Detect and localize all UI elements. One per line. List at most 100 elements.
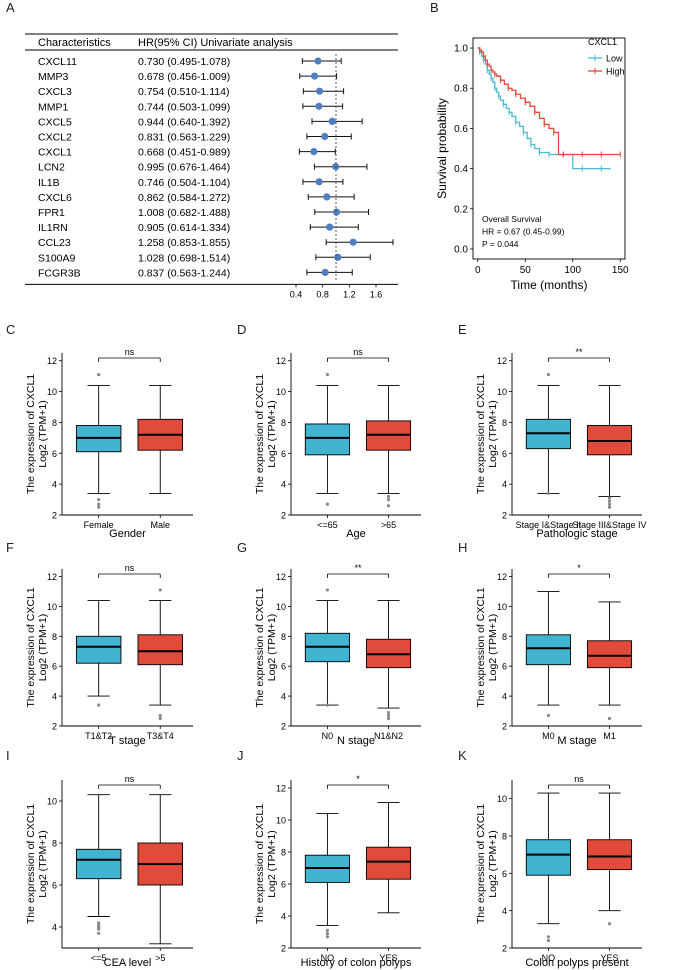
box-g-y-tick-label: 4 — [281, 692, 286, 702]
box-g-sig-label: ** — [354, 563, 362, 573]
box-h-y-tick-label: 8 — [502, 632, 507, 642]
box-c-x-tick-label: Male — [150, 520, 170, 530]
forest-row-value: 0.831 (0.563-1.229) — [138, 132, 230, 144]
box-c-outlier — [97, 502, 101, 506]
forest-x-tick-label: 0.8 — [316, 289, 329, 299]
km-y-tick-label: 0.2 — [454, 204, 468, 215]
forest-row-name: CXCL11 — [38, 56, 77, 68]
box-i-x-tick-label: >5 — [155, 953, 165, 963]
forest-row-name: MMP3 — [38, 71, 68, 83]
box-f-y-tick-label: 8 — [52, 632, 57, 642]
box-k-y-tick-label: 4 — [502, 906, 507, 916]
forest-row-name: S100A9 — [38, 252, 76, 264]
forest-hr-point — [332, 208, 341, 216]
box-h-x-tick-label: M1 — [603, 731, 616, 741]
panel-label-g: G — [237, 540, 248, 555]
forest-row-name: CCL23 — [38, 237, 71, 249]
box-d-x-label: Age — [346, 528, 366, 540]
box-i-sig-label: ns — [125, 774, 135, 784]
forest-hr-point — [316, 87, 324, 95]
forest-x-tick-label: 1.2 — [343, 289, 356, 299]
forest-row-value: 0.746 (0.504-1.104) — [138, 177, 230, 189]
box-d-y-tick-label: 8 — [281, 418, 286, 428]
box-g-y-tick-label: 12 — [276, 572, 286, 582]
box-e-y-label: The expression of CXCL1 — [475, 374, 487, 494]
box-g-y-tick-label: 2 — [281, 722, 286, 732]
box-e-outlier — [546, 491, 551, 495]
box-k-y-tick-label: 6 — [502, 869, 507, 879]
box-f-y-tick-label: 12 — [47, 572, 57, 582]
km-annotation: HR = 0.67 (0.45-0.99) — [482, 227, 565, 237]
box-i-y-tick-label: 6 — [52, 881, 57, 891]
box-h-y-tick-label: 4 — [502, 692, 507, 702]
box-i-outlier — [97, 931, 101, 935]
km-y-axis-label: Survival probability — [435, 98, 449, 199]
box-j-outlier — [325, 928, 329, 933]
box-h-box-M0 — [525, 634, 571, 666]
box-g-outlier — [325, 588, 329, 592]
forest-row-name: MMP1 — [38, 101, 68, 113]
forest-row-name: IL1RN — [38, 222, 68, 234]
panel-label-d: D — [237, 322, 247, 337]
box-c-y-tick-label: 8 — [52, 418, 57, 428]
box-c-outlier — [97, 373, 101, 377]
box-c-y-tick-label: 4 — [52, 480, 57, 490]
box-d-outlier — [386, 504, 391, 508]
box-d-box-<=65 — [304, 423, 350, 456]
box-j-sig-label: * — [356, 774, 360, 784]
box-k-y-tick-label: 2 — [502, 944, 507, 954]
box-e-x-label: Pathologic stage — [536, 528, 617, 540]
box-f-y-tick-label: 2 — [52, 722, 57, 732]
forest-row-value: 0.837 (0.563-1.244) — [138, 267, 230, 279]
box-i-x-tick-label: <=5 — [91, 953, 107, 963]
box-f-box-T1&T2 — [75, 635, 122, 664]
box-i-y-label-units: Log2 (TPM+1) — [37, 830, 49, 897]
box-k-y-tick-label: 8 — [502, 832, 507, 842]
box-h-y-tick-label: 2 — [502, 722, 507, 732]
box-e-outlier — [607, 496, 612, 500]
box-i-y-tick-label: 10 — [47, 797, 57, 807]
box-f-y-tick-label: 10 — [47, 602, 57, 612]
km-legend-title: CXCL1 — [588, 37, 617, 47]
box-f-outlier — [97, 703, 101, 707]
box-k-outlier — [546, 935, 551, 939]
box-i-y-tick-label: 8 — [52, 839, 57, 849]
box-c-y-tick-label: 6 — [52, 449, 57, 459]
box-h-x-label: M stage — [557, 735, 596, 747]
box-d-sig-label: ns — [353, 347, 363, 357]
box-c-y-label-units: Log2 (TPM+1) — [37, 400, 49, 467]
panel-label-j: J — [237, 748, 244, 763]
box-j-x-tick-label: YES — [379, 953, 397, 963]
box-g-y-tick-label: 8 — [281, 632, 286, 642]
forest-hr-point — [323, 193, 331, 201]
box-c-outlier — [97, 505, 101, 509]
km-x-tick-label: 150 — [612, 265, 629, 276]
km-x-tick-label: 0 — [475, 265, 481, 276]
box-g-y-tick-label: 10 — [276, 602, 286, 612]
panel-label-a: A — [6, 0, 15, 15]
box-f-outlier — [158, 588, 162, 592]
forest-hr-point — [326, 223, 334, 231]
box-d-y-tick-label: 2 — [281, 511, 286, 521]
km-legend-label: Low — [606, 54, 623, 64]
forest-row-value: 0.744 (0.503-1.099) — [138, 101, 230, 113]
box-d-y-label: The expression of CXCL1 — [254, 374, 266, 494]
forest-x-tick-label: 0.4 — [290, 289, 303, 299]
box-g-x-tick-label: N0 — [322, 731, 334, 741]
box-d-x-tick-label: >65 — [381, 520, 396, 530]
box-d-y-tick-label: 10 — [276, 387, 286, 397]
box-g-outlier — [386, 713, 391, 718]
box-f-y-label-units: Log2 (TPM+1) — [37, 614, 49, 681]
km-curve-high — [477, 47, 621, 156]
box-j-y-label-units: Log2 (TPM+1) — [266, 830, 278, 897]
box-d-outlier — [386, 494, 391, 499]
forest-row-name: FPR1 — [38, 207, 65, 219]
box-f-box-T3&T4 — [137, 634, 183, 666]
km-y-tick-label: 0.8 — [454, 84, 468, 95]
box-j-y-tick-label: 6 — [281, 880, 286, 890]
box-i-x-label: CEA level — [104, 957, 152, 969]
forest-row-value: 0.862 (0.584-1.272) — [138, 192, 230, 204]
forest-hr-point — [349, 238, 357, 246]
box-e-y-tick-label: 8 — [502, 418, 507, 428]
box-j-y-tick-label: 2 — [281, 944, 286, 954]
